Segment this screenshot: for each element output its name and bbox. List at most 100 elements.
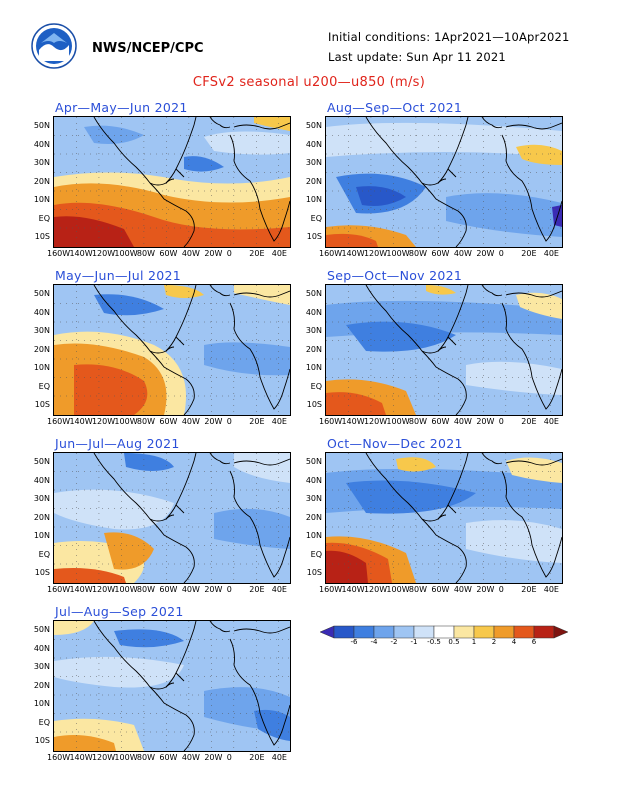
lat-tick-label: 20N [33,680,50,690]
colorbar: -6 -4 -2 -1 -0.5 0.5 1 2 4 6 [319,624,572,646]
lon-tick-label: 140W [341,585,365,594]
lon-tick-label: 160W [319,249,343,258]
lon-tick-label: 40W [453,249,472,258]
colorbar-swatch [453,625,475,639]
lat-tick-label: 40N [33,139,50,149]
lat-tick-label: 20N [305,512,322,522]
noaa-logo-icon [31,23,77,69]
colorbar-swatch [413,625,435,639]
colorbar-label: 2 [491,638,497,646]
map-panel [325,284,563,416]
lon-tick-label: 20W [204,753,223,762]
lon-tick-label: 20W [476,585,495,594]
lon-tick-label: 20W [204,585,223,594]
lat-tick-label: 50N [33,121,50,130]
lat-tick-label: 20N [33,344,50,354]
colorbar-swatch [333,625,355,639]
lon-tick-label: 140W [69,249,93,258]
lon-tick-label: 120W [363,249,388,258]
lat-tick-label: 40N [305,475,322,485]
lon-tick-label: 20E [249,753,265,762]
lon-tick-label: 0 [498,417,504,426]
lon-tick-label: 120W [91,585,116,594]
lon-tick-label: 160W [47,753,71,762]
panel-title: Jun—Jul—Aug 2021 [55,436,180,451]
lon-tick-label: 20W [204,417,223,426]
map-panel [53,284,291,416]
lat-tick-label: 10S [34,736,50,745]
lat-tick-label: 30N [305,326,322,335]
lon-tick-label: 140W [69,585,93,594]
map-panel [53,620,291,752]
figure-title: CFSv2 seasonal u200—u850 (m/s) [192,75,426,90]
colorbar-label: 0.5 [448,638,460,646]
lat-tick-label: 40N [33,307,50,317]
panel-title: Jul—Aug—Sep 2021 [55,604,184,619]
colorbar-swatch [473,625,495,639]
map-panel [325,116,563,248]
lon-tick-label: 140W [341,249,365,258]
lon-tick-label: 80W [136,249,155,258]
lat-tick-label: 20N [33,176,50,186]
lon-tick-label: 0 [226,417,232,426]
lon-tick-label: 80W [136,585,155,594]
lon-tick-label: 100W [114,417,138,426]
lon-tick-label: 80W [408,417,427,426]
lon-tick-label: 60W [159,417,178,426]
colorbar-swatches [319,625,569,639]
lon-tick-label: 20E [521,585,537,594]
lat-tick-label: EQ [38,549,50,559]
lon-tick-label: 0 [498,585,504,594]
lat-tick-label: 10S [306,400,322,409]
lat-tick-label: 10S [34,400,50,409]
panel-title: Sep—Oct—Nov 2021 [327,268,463,283]
lat-tick-label: 30N [305,494,322,503]
lat-tick-label: 10N [33,531,50,540]
map-panel [325,452,563,584]
lat-tick-label: 50N [305,457,322,466]
colorbar-swatch [433,625,455,639]
lon-tick-label: 40W [453,585,472,594]
colorbar-swatch [513,625,535,639]
colorbar-label: -1 [410,638,418,646]
colorbar-label: -6 [350,638,358,646]
lon-tick-label: 20E [249,249,265,258]
lat-tick-label: 10N [33,699,50,708]
lon-tick-label: 40E [543,417,559,426]
lat-tick-label: 40N [33,475,50,485]
lon-tick-label: 120W [363,585,388,594]
lon-tick-label: 160W [47,249,71,258]
colorbar-label: -4 [370,638,378,646]
lat-tick-label: EQ [38,381,50,391]
lat-tick-label: 10N [33,195,50,204]
lat-tick-label: 10S [306,568,322,577]
lat-tick-label: 10S [34,232,50,241]
lat-tick-label: 50N [305,289,322,298]
lon-tick-label: 80W [408,249,427,258]
lat-tick-label: 20N [33,512,50,522]
panel-title: Aug—Sep—Oct 2021 [327,100,463,115]
lon-tick-label: 120W [91,417,116,426]
lat-tick-label: EQ [38,717,50,727]
lat-tick-label: 10N [305,195,322,204]
lat-tick-label: 30N [33,326,50,335]
panel-title: Oct—Nov—Dec 2021 [327,436,463,451]
map-panel [53,116,291,248]
lat-tick-label: 10N [305,531,322,540]
org-name: NWS/NCEP/CPC [92,41,204,56]
lon-tick-label: 0 [226,249,232,258]
lat-tick-label: 10N [33,363,50,372]
lon-tick-label: 60W [159,585,178,594]
lon-tick-label: 60W [159,249,178,258]
lon-tick-label: 120W [91,249,116,258]
colorbar-label: -2 [390,638,398,646]
lon-tick-label: 160W [47,585,71,594]
lon-tick-label: 80W [408,585,427,594]
lon-tick-label: 160W [47,417,71,426]
lon-tick-label: 40E [543,585,559,594]
lon-tick-label: 0 [226,585,232,594]
lat-tick-label: EQ [310,381,322,391]
lon-tick-label: 20E [249,585,265,594]
colorbar-swatch [373,625,395,639]
lon-tick-label: 160W [319,585,343,594]
